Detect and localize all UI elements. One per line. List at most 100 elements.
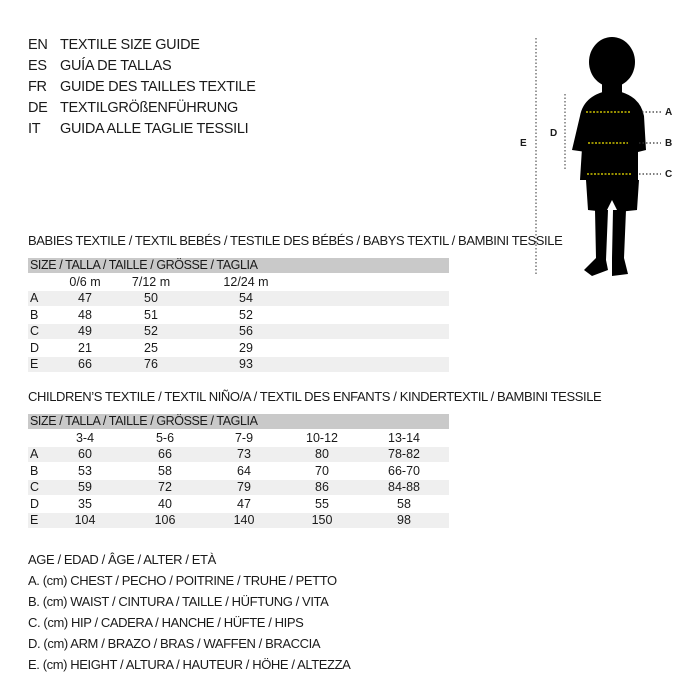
table-cell: 64 <box>237 463 251 478</box>
child-silhouette-figure <box>535 37 661 276</box>
row-label: D <box>30 496 40 511</box>
babies-title: BABIES TEXTILE / TEXTIL BEBÉS / TESTILE … <box>28 233 563 248</box>
guide-title: GUIDE DES TAILLES TEXTILE <box>60 79 256 95</box>
silhouette-icon <box>572 37 646 276</box>
row-label: B <box>30 463 39 478</box>
language-code: FR <box>28 79 47 95</box>
table-cell: 47 <box>237 496 251 511</box>
table-cell: 86 <box>315 480 329 494</box>
table-cell: 66 <box>158 447 172 461</box>
column-header-row: 0/6 m 7/12 m 12/24 m <box>28 275 449 290</box>
legend-item: B. (cm) WAIST / CINTURA / TAILLE / HÜFTU… <box>28 594 329 609</box>
row-label: B <box>30 307 39 322</box>
measurement-markers <box>586 111 661 175</box>
legend-item: AGE / EDAD / ÂGE / ALTER / ETÀ <box>28 552 216 567</box>
guide-title: GUIDA ALLE TAGLIE TESSILI <box>60 121 249 137</box>
column-header: 0/6 m <box>69 275 101 289</box>
table-row: D 21 25 29 <box>28 341 449 356</box>
table-cell: 50 <box>144 291 158 305</box>
row-label: A <box>30 291 39 305</box>
table-cell: 66-70 <box>388 463 420 478</box>
column-header: 7/12 m <box>131 275 171 289</box>
children-title: CHILDREN’S TEXTILE / TEXTIL NIÑO/A / TEX… <box>28 389 602 404</box>
label-a: A <box>665 107 673 118</box>
table-cell: 76 <box>144 357 158 371</box>
table-cell: 79 <box>237 480 251 494</box>
table-row: E 66 76 93 <box>28 357 449 372</box>
table-cell: 98 <box>397 513 411 527</box>
table-cell: 47 <box>78 291 92 305</box>
table-row: B 53 58 64 70 66-70 <box>28 464 449 479</box>
table-cell: 21 <box>78 340 92 355</box>
table-cell: 80 <box>315 447 329 461</box>
table-cell: 25 <box>144 340 158 355</box>
label-d: D <box>550 128 558 139</box>
table-cell: 72 <box>158 480 172 494</box>
table-cell: 93 <box>239 357 253 371</box>
table-row: A 47 50 54 <box>28 291 449 306</box>
row-label: C <box>30 324 40 338</box>
table-cell: 104 <box>74 513 96 527</box>
table-cell: 55 <box>315 496 329 511</box>
column-header: 10-12 <box>306 431 338 445</box>
table-row: C 49 52 56 <box>28 324 449 339</box>
language-code: ES <box>28 58 47 74</box>
table-cell: 53 <box>78 463 92 478</box>
table-cell: 78-82 <box>388 447 420 461</box>
size-header-bar: SIZE / TALLA / TAILLE / GRÖSSE / TAGLIA <box>28 414 449 429</box>
table-cell: 49 <box>78 324 92 338</box>
table-cell: 51 <box>144 307 158 322</box>
column-header: 5-6 <box>155 431 175 445</box>
table-cell: 58 <box>397 496 411 511</box>
language-code: IT <box>28 121 41 137</box>
label-b: B <box>665 138 673 149</box>
table-cell: 56 <box>239 324 253 338</box>
row-label: D <box>30 340 40 355</box>
table-cell: 35 <box>78 496 92 511</box>
size-label: SIZE / TALLA / TAILLE / GRÖSSE / TAGLIA <box>30 258 258 272</box>
legend-item: C. (cm) HIP / CADERA / HANCHE / HÜFTE / … <box>28 615 304 630</box>
guide-title: GUÍA DE TALLAS <box>60 58 172 74</box>
label-e: E <box>520 138 527 149</box>
table-cell: 29 <box>239 340 253 355</box>
label-c: C <box>665 169 673 180</box>
table-cell: 59 <box>78 480 92 494</box>
guide-title: TEXTILGRÖßENFÜHRUNG <box>60 100 238 116</box>
table-row: B 48 51 52 <box>28 308 449 323</box>
table-row: C 59 72 79 86 84-88 <box>28 480 449 495</box>
table-cell: 84-88 <box>388 480 420 494</box>
legend-item: E. (cm) HEIGHT / ALTURA / HAUTEUR / HÖHE… <box>28 657 351 672</box>
table-cell: 52 <box>144 324 158 338</box>
table-cell: 106 <box>154 513 176 527</box>
table-cell: 52 <box>239 307 253 322</box>
guide-title: TEXTILE SIZE GUIDE <box>60 37 200 53</box>
size-label: SIZE / TALLA / TAILLE / GRÖSSE / TAGLIA <box>30 414 258 428</box>
column-header: 13-14 <box>388 431 420 445</box>
table-row: A 60 66 73 80 78-82 <box>28 447 449 462</box>
legend-item: A. (cm) CHEST / PECHO / POITRINE / TRUHE… <box>28 573 337 588</box>
table-cell: 60 <box>78 447 92 461</box>
table-cell: 66 <box>78 357 92 371</box>
column-header: 3-4 <box>75 431 95 445</box>
language-code: EN <box>28 37 48 53</box>
table-cell: 70 <box>315 463 329 478</box>
size-header-bar: SIZE / TALLA / TAILLE / GRÖSSE / TAGLIA <box>28 258 449 273</box>
language-code: DE <box>28 100 48 116</box>
table-cell: 150 <box>311 513 333 527</box>
row-label: E <box>30 357 39 371</box>
row-label: E <box>30 513 39 527</box>
table-cell: 54 <box>239 291 253 305</box>
row-label: C <box>30 480 40 494</box>
table-row: E 104 106 140 150 98 <box>28 513 449 528</box>
table-cell: 58 <box>158 463 172 478</box>
column-header: 7-9 <box>234 431 254 445</box>
table-cell: 40 <box>158 496 172 511</box>
table-cell: 48 <box>78 307 92 322</box>
table-cell: 73 <box>237 447 251 461</box>
column-header-row: 3-4 5-6 7-9 10-12 13-14 <box>28 431 449 446</box>
row-label: A <box>30 447 39 461</box>
column-header: 12/24 m <box>223 275 269 289</box>
table-row: D 35 40 47 55 58 <box>28 497 449 512</box>
table-cell: 140 <box>233 513 255 527</box>
